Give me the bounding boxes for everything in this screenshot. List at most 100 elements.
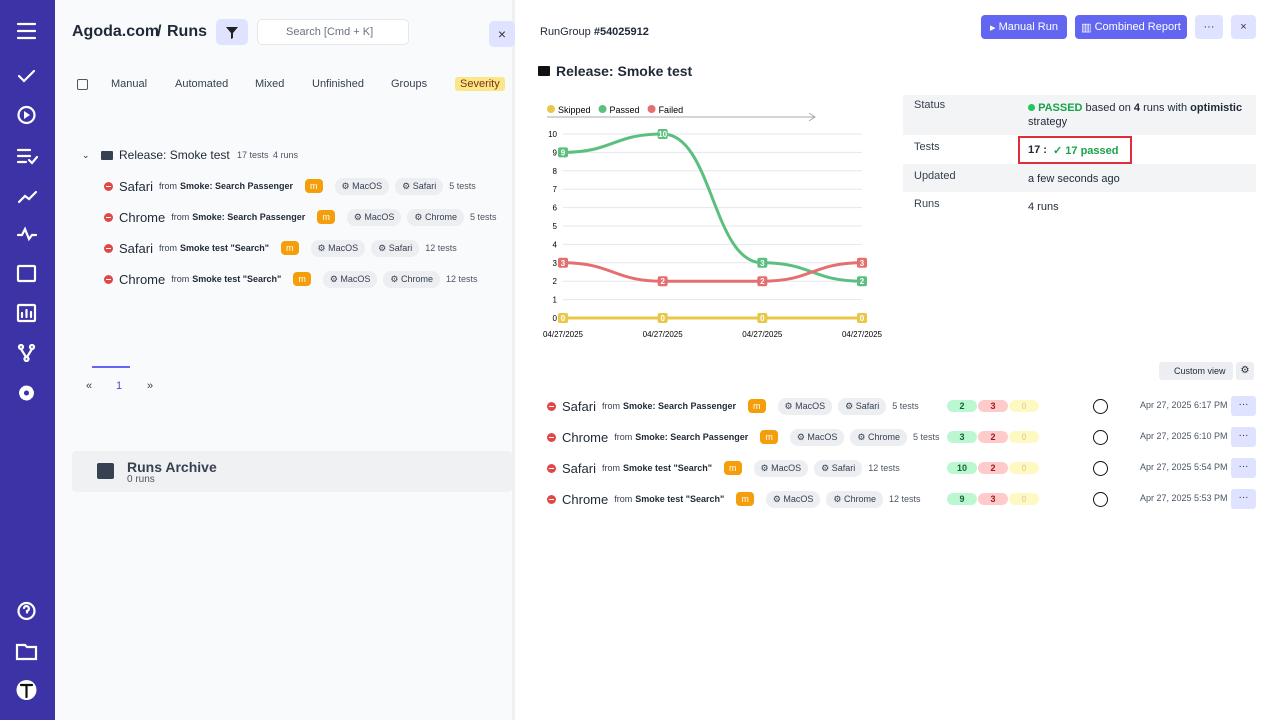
status-dot — [547, 432, 556, 442]
x-tick-label: 04/27/2025 — [842, 330, 883, 339]
archive-box[interactable] — [72, 451, 512, 492]
runs: 4 — [1133, 102, 1140, 114]
count-failed: 2 — [978, 431, 1008, 443]
tag-text: MacOS — [352, 180, 383, 191]
x-tick-label: 04/27/2025 — [543, 330, 584, 339]
status-label: Status — [914, 99, 946, 111]
data-label: 0 — [561, 314, 566, 323]
avatar — [1093, 461, 1108, 476]
source: Smoke: Search Passenger — [622, 401, 737, 411]
updated-row — [903, 164, 1256, 192]
run-name: Safari — [119, 178, 153, 194]
tests-passed: ✓ 17 passed — [1053, 145, 1119, 157]
combined-report[interactable]: ▥ Combined Report — [1075, 15, 1187, 39]
more[interactable]: ··· — [1231, 458, 1256, 478]
tests-label: Tests — [914, 141, 940, 153]
tag: ⚙ Safari — [395, 177, 444, 195]
run-row[interactable]: Chrome from Smoke: Search Passenger m ⚙ MacO… — [547, 427, 940, 447]
tag-text: Safari — [388, 242, 413, 253]
folder-icon — [101, 151, 113, 160]
x-tick-label: 04/27/2025 — [742, 330, 783, 339]
page-indicator — [92, 366, 130, 368]
close[interactable]: × — [1231, 15, 1256, 39]
tab[interactable]: Unfinished — [312, 78, 364, 90]
from: from — [601, 463, 620, 473]
page-link[interactable]: » — [147, 380, 154, 392]
id: #54025912 — [593, 26, 649, 38]
more[interactable]: ··· — [1231, 427, 1256, 447]
date: Apr 27, 2025 6:10 PM — [1140, 431, 1228, 441]
tab[interactable]: Mixed — [255, 78, 285, 90]
settings[interactable]: ⚙ — [1236, 362, 1254, 380]
run-name: Chrome — [119, 209, 166, 225]
more[interactable]: ··· — [1231, 489, 1256, 509]
avatar — [1093, 399, 1108, 414]
data-label: 2 — [760, 277, 765, 286]
tab[interactable]: Groups — [391, 78, 428, 90]
count-skipped: 0 — [1009, 431, 1039, 443]
custom-view[interactable]: Custom view — [1159, 362, 1233, 380]
data-label: 9 — [561, 148, 566, 157]
tests: 5 tests — [449, 181, 476, 191]
run-row[interactable]: Safari from Smoke: Search Passenger m ⚙ MacO… — [104, 176, 476, 196]
runs-count: 4 runs — [1028, 201, 1059, 213]
tab[interactable]: Severity — [455, 77, 505, 91]
data-label: 3 — [860, 259, 865, 268]
tab[interactable]: Automated — [175, 78, 229, 90]
tag: ⚙ MacOS — [753, 459, 809, 477]
y-tick-label: 4 — [553, 240, 558, 249]
run-row[interactable]: Chrome from Smoke test "Search" m ⚙ MacOS ⚙ C… — [547, 489, 921, 509]
avatar — [1093, 492, 1108, 507]
tag: ⚙ MacOS — [346, 208, 402, 226]
point-marker — [857, 313, 867, 323]
run-row[interactable]: Safari from Smoke test "Search" m ⚙ MacOS ⚙ S… — [547, 458, 900, 478]
from: from — [601, 401, 620, 411]
tab[interactable]: Manual — [111, 78, 148, 90]
search-input[interactable]: Search [Cmd + K] — [257, 19, 409, 45]
run-row[interactable]: Chrome from Smoke test "Search" m ⚙ MacOS ⚙ C… — [104, 269, 478, 289]
date: Apr 27, 2025 5:53 PM — [1140, 493, 1228, 503]
data-label: 0 — [760, 314, 765, 323]
tag: ⚙ Safari — [838, 397, 887, 415]
rungroup-label: RunGroup #54025912 — [540, 26, 649, 38]
point-marker — [857, 276, 867, 287]
run-row[interactable]: Safari from Smoke test "Search" m ⚙ MacOS ⚙ S… — [104, 238, 457, 258]
status-dot — [547, 494, 556, 504]
tag: ⚙ Chrome — [826, 490, 884, 508]
tests: 12 tests — [446, 274, 478, 284]
tag-text: Chrome — [867, 431, 900, 442]
from: from — [171, 274, 190, 284]
source: Smoke test "Search" — [192, 274, 282, 284]
y-tick-label: 3 — [553, 259, 558, 268]
data-label: 0 — [660, 314, 665, 323]
count-passed: 10 — [947, 462, 977, 474]
close-panel[interactable]: × — [489, 21, 515, 47]
text: runs with — [1143, 102, 1188, 114]
updated: a few seconds ago — [1028, 173, 1120, 185]
more[interactable]: ··· — [1231, 396, 1256, 416]
run-row[interactable]: Safari from Smoke: Search Passenger m ⚙ MacO… — [547, 396, 919, 416]
more[interactable]: ··· — [1195, 15, 1223, 39]
from: from — [171, 212, 190, 222]
tag: ⚙ MacOS — [777, 397, 833, 415]
from: from — [614, 494, 633, 504]
page-link[interactable]: 1 — [116, 380, 123, 392]
status-dot — [104, 212, 113, 222]
page-link[interactable]: « — [86, 380, 93, 392]
count-passed: 3 — [947, 431, 977, 443]
source: Smoke test "Search" — [179, 243, 270, 253]
label: Manual Run — [998, 21, 1058, 33]
divider — [512, 0, 515, 720]
archive-count: 0 runs — [127, 474, 155, 485]
manual-run[interactable]: ▸ Manual Run — [981, 15, 1067, 39]
status-dot — [547, 463, 556, 473]
tag: ⚙ MacOS — [789, 428, 845, 446]
run-row[interactable]: Chrome from Smoke: Search Passenger m ⚙ MacO… — [104, 207, 497, 227]
runs-panel — [55, 0, 512, 720]
filter-button[interactable] — [216, 19, 248, 45]
legend-dot — [647, 105, 656, 113]
legend-dot — [547, 105, 555, 113]
tag-text: MacOS — [783, 493, 814, 504]
group-tests: 17 tests — [237, 150, 269, 160]
